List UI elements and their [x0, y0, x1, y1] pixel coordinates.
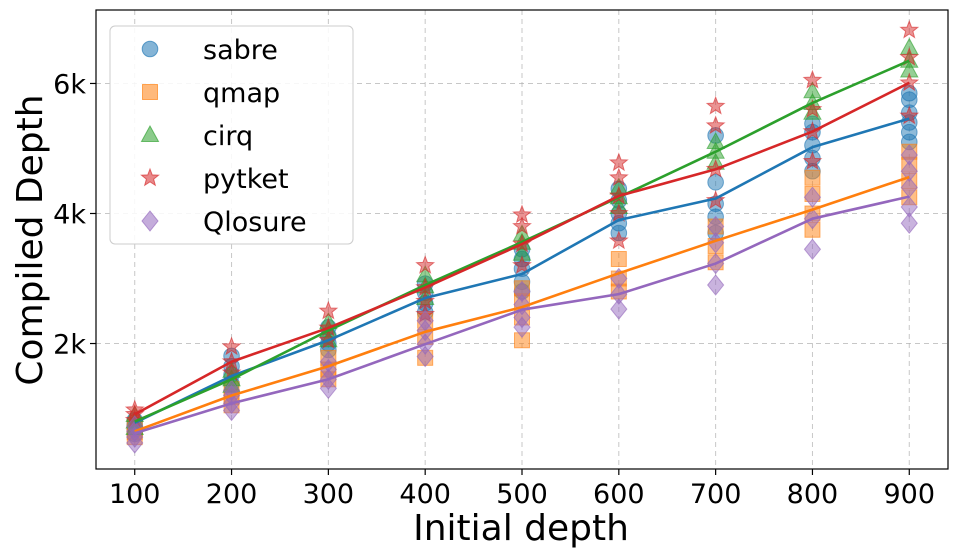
data-point [900, 84, 918, 102]
legend-label-cirq: cirq [203, 121, 253, 152]
x-tick-label: 600 [593, 479, 645, 510]
data-point [900, 196, 918, 218]
data-point [804, 169, 821, 186]
x-tick-label: 100 [109, 479, 161, 510]
data-point [705, 115, 726, 135]
legend-marker-qlosure [141, 210, 159, 232]
data-point [803, 81, 822, 99]
legend-marker-qmap [142, 84, 158, 100]
legend-marker-sabre [141, 40, 159, 58]
series-points [124, 19, 920, 454]
data-point [900, 160, 918, 183]
data-point [415, 290, 436, 310]
data-point [900, 212, 918, 235]
data-point [900, 144, 918, 166]
legend: sabre qmap cirq pytket Qlosure [109, 25, 354, 245]
data-point [318, 300, 339, 320]
legend-label-sabre: sabre [203, 35, 278, 66]
data-point [512, 204, 532, 224]
trend-line-cirq [134, 59, 910, 423]
legend-label-qmap: qmap [203, 78, 280, 109]
data-point [610, 298, 628, 320]
x-tick-label: 900 [883, 479, 935, 510]
y-axis-label: Compiled Depth [10, 94, 51, 385]
data-point [416, 345, 434, 368]
data-point [802, 151, 823, 170]
x-tick-label: 700 [690, 479, 742, 510]
x-tick-label: 500 [496, 479, 548, 510]
data-point [706, 131, 725, 149]
y-tick-label: 4k [53, 199, 86, 230]
data-point [608, 230, 629, 250]
data-point [608, 167, 629, 187]
data-point [415, 255, 436, 274]
data-point [802, 69, 823, 89]
data-point [608, 152, 629, 172]
legend-label-qlosure: Qlosure [203, 207, 307, 238]
x-tick-label: 300 [303, 479, 355, 510]
data-point [705, 95, 726, 115]
data-point [221, 336, 242, 356]
legend-marker-cirq [140, 124, 160, 142]
data-point [706, 215, 725, 238]
series-lines [134, 59, 910, 435]
y-tick-label: 2k [53, 330, 86, 361]
data-point [513, 280, 531, 303]
trend-line-qmap [134, 175, 910, 433]
data-point [899, 72, 920, 92]
data-point [899, 19, 920, 39]
data-point [610, 251, 627, 268]
x-tick-label: 400 [399, 479, 451, 510]
trend-line-pytket [134, 81, 910, 416]
x-axis-label: Initial depth [413, 508, 629, 549]
data-point [512, 255, 532, 274]
series-points-pytket [124, 19, 920, 429]
legend-box [109, 25, 354, 245]
data-point [512, 216, 532, 235]
data-point [608, 203, 629, 222]
x-tick-label: 800 [787, 479, 839, 510]
y-tick-label: 6k [53, 69, 86, 100]
legend-marker-pytket [140, 167, 160, 187]
x-tick-label: 200 [206, 479, 258, 510]
trend-line-qlosure [134, 195, 910, 435]
data-point [803, 186, 822, 209]
data-point [706, 274, 725, 296]
legend-label-pytket: pytket [203, 164, 289, 195]
ticks: 100 200 300 400 500 600 700 800 900 2k 4k 6k [53, 69, 935, 510]
data-point [803, 238, 822, 261]
